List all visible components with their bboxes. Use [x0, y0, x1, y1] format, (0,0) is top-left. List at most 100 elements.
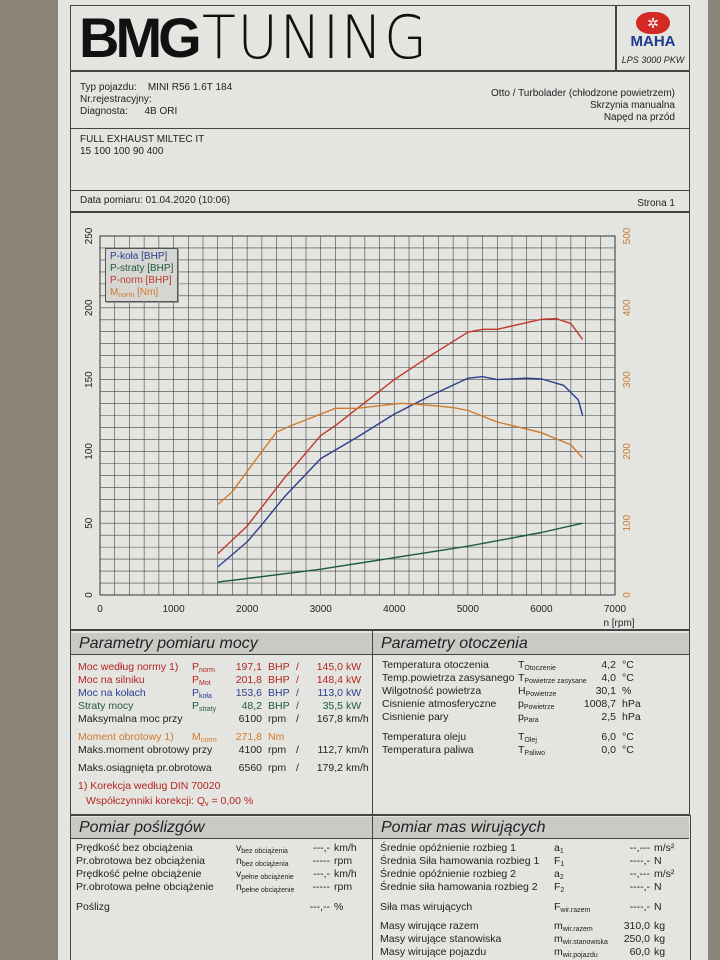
divider: [690, 815, 691, 960]
power-param-row: Straty mocy Pstraty 48,2 BHP / 35,5 kW: [78, 700, 370, 713]
y2-tick-label: 0: [622, 592, 633, 598]
symbol-letter: v: [236, 868, 242, 880]
divider: [372, 630, 373, 960]
symbol-sub: 1: [559, 848, 564, 855]
x-axis-label: n [rpm]: [603, 618, 634, 629]
symbol-sub: wir.pojazdu: [562, 952, 598, 959]
vehicle-info-box: [70, 71, 690, 212]
measurement-date: Data pomiaru: 01.04.2020 (10:06): [80, 195, 231, 206]
param-value: --,---: [629, 842, 650, 854]
unit-2: kW: [346, 674, 362, 686]
symbol-sub: wir.razem: [560, 907, 591, 914]
vehicle-right-info: Otto / Turbolader (chłodzone powietrzem)…: [491, 88, 675, 124]
param-value: 310,0: [623, 920, 650, 932]
param-label: Cisnienie pary: [382, 711, 449, 723]
notes-line-1: FULL EXHAUST MILTEC IT: [80, 134, 205, 145]
legend-m-unit: [Nm]: [137, 287, 159, 298]
param-label: Wilgotność powietrza: [382, 685, 482, 697]
chart-legend: P-koła [BHP] P-straty [BHP] P-norm [BHP]…: [105, 248, 179, 302]
x-tick-label: 1000: [162, 604, 185, 615]
gearbox: Skrzynia manualna: [589, 100, 675, 111]
divider: [70, 815, 690, 816]
logo-bold-text: BMG: [79, 6, 202, 69]
engine-type: Otto / Turbolader (chłodzone powietrzem): [491, 88, 675, 99]
param-label: Temperatura otoczenia: [382, 659, 489, 671]
value-1: 201,8: [235, 674, 262, 686]
value-1: 153,6: [235, 687, 262, 699]
mass-row: Średnie opóźnienie rozbieg 1 a1 --,--- m/s²: [380, 842, 688, 855]
param-symbol: mwir.stanowiska: [554, 933, 608, 946]
unit-1: BHP: [268, 700, 290, 712]
symbol-sub: straty: [199, 706, 217, 713]
maha-model: LPS 3000 PKW: [621, 55, 685, 65]
env-param-row: Temperatura paliwa TPaliwo 0,0 °C: [382, 744, 686, 757]
param-unit: kg: [654, 933, 666, 945]
logo-thin-text: TUNING: [201, 5, 429, 71]
param-value: ---,--: [309, 901, 330, 913]
type-label: Typ pojazdu:: [80, 82, 137, 93]
unit-1: BHP: [268, 674, 290, 686]
unit-1: BHP: [268, 687, 290, 699]
divider: [70, 815, 71, 960]
y2-tick-label: 300: [622, 371, 633, 388]
symbol-sub: Powietrze: [523, 704, 555, 711]
param-label: Średnie opóźnienie rozbieg 2: [380, 868, 517, 880]
correction-coefficient: Współczynniki korekcji: Qv = 0,00 %: [86, 795, 253, 808]
env-param-row: Temperatura otoczenia TOtoczenie 4,2 °C: [382, 659, 686, 672]
param-symbol: TPowietrze zasysane: [518, 672, 587, 685]
symbol-letter: n: [236, 855, 242, 867]
param-symbol: F2: [554, 881, 564, 894]
dyno-report-sheet: [58, 0, 708, 960]
unit-1: Nm: [268, 731, 285, 743]
symbol-sub: Powietrze zasysane: [524, 678, 587, 685]
param-unit: kg: [654, 946, 666, 958]
y2-tick-label: 400: [622, 299, 633, 316]
y-tick-label: 50: [84, 517, 95, 529]
symbol-letter: v: [236, 842, 242, 854]
param-unit: hPa: [622, 698, 641, 710]
param-symbol: mwir.pojazdu: [554, 946, 598, 959]
mass-row: Masy wirujące pojazdu mwir.pojazdu 60,0 kg: [380, 946, 688, 959]
power-param-row: Moc na kołach Pkoła 153,6 BHP / 113,0 kW: [78, 687, 370, 700]
env-param-row: Cisnienie atmosferyczne pPowietrze 1008,7 h…: [382, 698, 686, 711]
param-value: 30,1: [595, 685, 616, 697]
param-unit: °C: [622, 731, 634, 743]
param-label: Prędkość pełne obciążenie: [76, 868, 202, 880]
param-symbol: nbez obciążenia: [236, 855, 289, 868]
unit-1: BHP: [268, 661, 290, 673]
param-value: ----,-: [629, 855, 650, 867]
param-value: 0,0: [601, 744, 616, 756]
vehicle-left-info: Typ pojazdu: MINI R56 1.6T 184 Nr.rejest…: [80, 82, 232, 118]
param-value: 60,0: [629, 946, 650, 958]
param-symbol: TOtoczenie: [518, 659, 556, 672]
symbol-letter: p: [518, 711, 524, 723]
legend-m-sub: norm: [118, 292, 135, 299]
slip-row: Prędkość bez obciążenia vbez obciążenia --…: [76, 842, 368, 855]
power-param-row: Moment obrotowy 1) Mnorm 271,8 Nm: [78, 731, 370, 744]
symbol-letter: P: [192, 674, 200, 686]
params-box: [70, 630, 690, 815]
symbol-sub: bez obciążenia: [241, 861, 289, 868]
x-tick-label: 7000: [604, 604, 627, 615]
value-2: 179,2: [316, 762, 343, 774]
drive: Napęd na przód: [603, 112, 675, 123]
symbol-sub: Paliwo: [524, 750, 546, 757]
legend-p-norm: P-norm [BHP]: [110, 275, 172, 286]
power-param-row: Maks.moment obrotowy przy 4100 rpm / 112,7 km…: [78, 744, 370, 757]
param-symbol: Mnorm: [192, 731, 217, 744]
maha-brand: MAHA: [630, 33, 676, 50]
param-value: --,---: [629, 868, 650, 880]
value-1: 6560: [238, 762, 262, 774]
param-unit: %: [622, 685, 632, 697]
symbol-sub: 2: [560, 887, 565, 894]
diag-value: 4B ORI: [144, 106, 178, 117]
symbol-sub: bez obciążenia: [241, 848, 288, 855]
divider: [70, 128, 690, 129]
power-param-row: Maksymalna moc przy 6100 rpm / 167,8 km/h: [78, 713, 370, 726]
param-value: -----: [312, 881, 330, 893]
param-label: Poślizg: [76, 901, 110, 913]
power-params-title: Parametry pomiaru mocy: [71, 633, 372, 655]
symbol-letter: F: [554, 855, 561, 867]
legend-p-kola: P-koła [BHP]: [110, 251, 168, 262]
mass-row: Masy wirujące stanowiska mwir.stanowiska 2…: [380, 933, 688, 946]
